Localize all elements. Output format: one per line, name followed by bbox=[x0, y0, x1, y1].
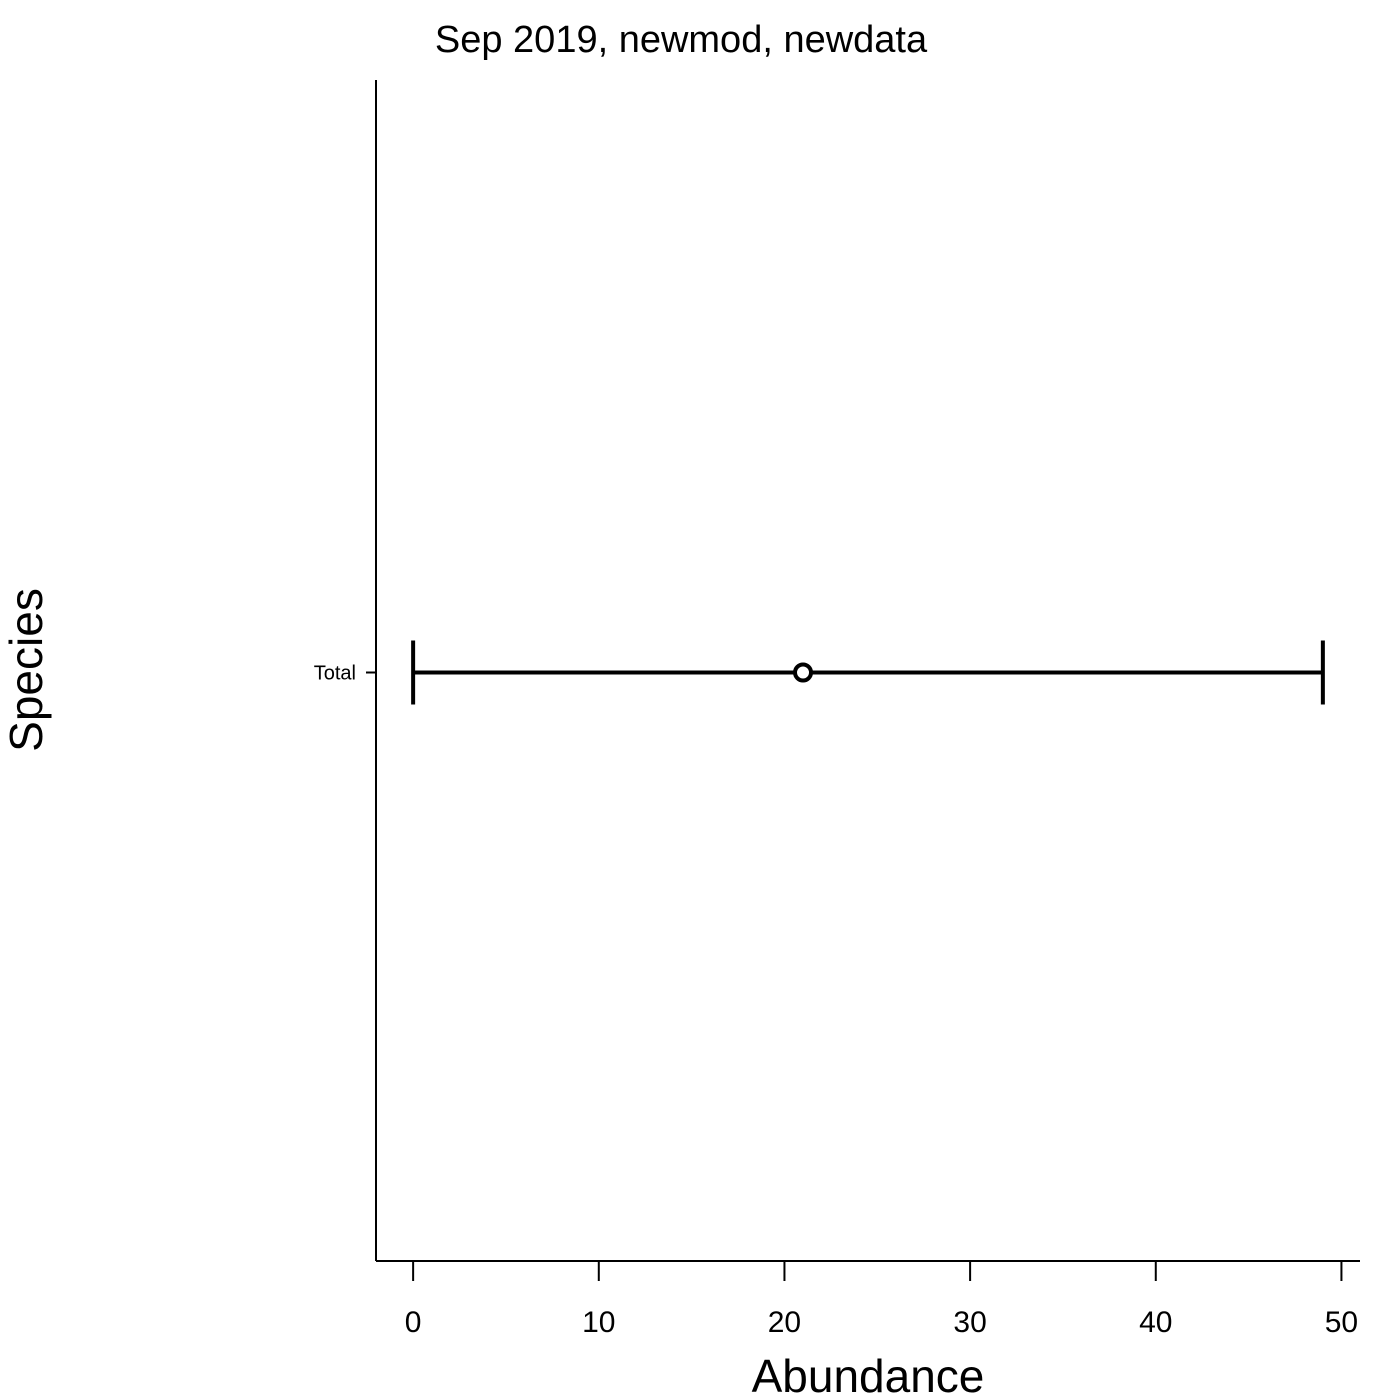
x-axis-ticks: 0 10 20 30 40 50 bbox=[405, 1261, 1358, 1339]
y-axis-ticks: Total bbox=[314, 663, 376, 685]
x-tick-label-3: 30 bbox=[953, 1306, 986, 1339]
x-tick-label-1: 10 bbox=[582, 1306, 615, 1339]
estimate-point-0 bbox=[793, 662, 814, 683]
x-tick-label-5: 50 bbox=[1325, 1306, 1358, 1339]
x-tick-label-4: 40 bbox=[1139, 1306, 1172, 1339]
x-tick-label-2: 20 bbox=[768, 1306, 801, 1339]
plot-marks bbox=[411, 640, 1325, 705]
x-axis-label: Abundance bbox=[752, 1350, 985, 1400]
y-tick-label-0: Total bbox=[314, 663, 356, 685]
x-tick-label-0: 0 bbox=[405, 1306, 422, 1339]
chart-title: Sep 2019, newmod, newdata bbox=[435, 19, 928, 61]
y-axis-label: Species bbox=[0, 588, 52, 752]
